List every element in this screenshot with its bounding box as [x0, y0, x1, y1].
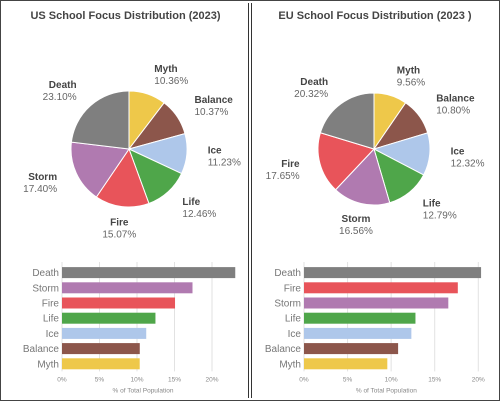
eu-x-tick: 5% — [343, 376, 353, 383]
eu-bar-label-balance: Balance — [265, 344, 302, 355]
us-pie-value-storm: 17.40% — [23, 184, 57, 195]
eu-pie-value-death: 20.32% — [294, 89, 328, 100]
us-pie-label-myth: Myth — [154, 64, 177, 75]
us-bar-label-ice: Ice — [46, 329, 60, 340]
eu-pie-label-balance: Balance — [436, 94, 475, 105]
us-pie-label-fire: Fire — [110, 217, 129, 228]
us-x-tick: 5% — [95, 376, 105, 383]
eu-pie-value-life: 12.79% — [423, 211, 457, 222]
us-x-axis-label: % of Total Population — [113, 387, 174, 394]
eu-pie-value-ice: 12.32% — [451, 158, 485, 169]
us-pie-label-death: Death — [49, 80, 77, 91]
us-bar-label-storm: Storm — [32, 283, 59, 294]
us-bar-fire — [62, 297, 176, 309]
eu-pie-label-myth: Myth — [397, 65, 420, 76]
eu-bar-death — [304, 267, 482, 279]
eu-pie-value-fire: 17.65% — [266, 171, 300, 182]
us-bar-label-fire: Fire — [42, 299, 60, 310]
us-bar-myth — [62, 358, 140, 370]
eu-pie-label-ice: Ice — [451, 146, 465, 157]
eu-pie-slice-fire — [317, 132, 375, 191]
us-bar-life — [62, 312, 156, 324]
us-pie-value-balance: 10.37% — [195, 107, 229, 118]
eu-charts: Myth9.56%Balance10.80%Ice12.32%Life12.79… — [265, 65, 485, 394]
us-bar-balance — [62, 343, 140, 355]
us-x-tick: 10% — [130, 376, 143, 383]
us-panel: US School Focus Distribution (2023) Myth… — [3, 3, 249, 398]
eu-bar-label-death: Death — [274, 268, 301, 279]
us-bar-death — [62, 267, 236, 279]
eu-bar-ice — [304, 327, 412, 339]
us-pie-value-ice: 11.23% — [208, 158, 241, 169]
us-pie-label-balance: Balance — [195, 95, 234, 106]
eu-pie-value-balance: 10.80% — [436, 106, 470, 117]
us-pie-label-life: Life — [182, 197, 200, 208]
eu-pie-value-myth: 9.56% — [397, 77, 425, 88]
eu-bar-label-life: Life — [285, 314, 302, 325]
us-pie-label-storm: Storm — [28, 172, 57, 183]
us-pie-value-death: 23.10% — [43, 92, 77, 103]
us-bar-label-life: Life — [43, 314, 60, 325]
us-bar-label-death: Death — [32, 268, 59, 279]
eu-pie-label-fire: Fire — [281, 159, 300, 170]
us-pie-slice-storm — [70, 141, 130, 198]
eu-pie-label-life: Life — [423, 199, 441, 210]
eu-panel: EU School Focus Distribution (2023 ) Myt… — [251, 3, 498, 398]
us-pie-value-life: 12.46% — [182, 209, 216, 220]
eu-chart-title: EU School Focus Distribution (2023 ) — [278, 10, 472, 22]
eu-bar-label-myth: Myth — [279, 359, 301, 370]
eu-pie-label-death: Death — [300, 77, 328, 88]
eu-bar-life — [304, 312, 416, 324]
us-pie-slice-fire — [95, 147, 150, 208]
us-bar-label-myth: Myth — [37, 359, 59, 370]
eu-x-tick: 0% — [299, 376, 309, 383]
eu-bar-label-storm: Storm — [274, 299, 301, 310]
eu-pie-label-storm: Storm — [342, 214, 371, 225]
eu-bar-label-fire: Fire — [284, 283, 302, 294]
us-x-tick: 15% — [168, 376, 181, 383]
eu-x-axis-label: % of Total Population — [356, 387, 417, 394]
eu-bar-storm — [304, 297, 449, 309]
eu-bar-myth — [304, 358, 388, 370]
us-charts: Myth10.36%Balance10.37%Ice11.23%Life12.4… — [23, 64, 241, 394]
us-chart-title: US School Focus Distribution (2023) — [30, 10, 221, 22]
eu-bar-balance — [304, 343, 399, 355]
us-pie-slice-death — [70, 90, 130, 150]
us-bar-storm — [62, 282, 193, 294]
us-x-tick: 20% — [205, 376, 218, 383]
eu-pie-slice-storm — [334, 148, 391, 206]
us-bar-ice — [62, 327, 147, 339]
us-pie-label-ice: Ice — [208, 146, 222, 157]
us-bar-label-balance: Balance — [23, 344, 60, 355]
eu-x-tick: 10% — [385, 376, 398, 383]
eu-pie-value-storm: 16.56% — [339, 226, 373, 237]
eu-bar-fire — [304, 282, 458, 294]
us-x-tick: 0% — [57, 376, 67, 383]
eu-x-tick: 20% — [472, 376, 485, 383]
eu-pie-slice-death — [319, 92, 375, 150]
eu-bar-label-ice: Ice — [288, 329, 302, 340]
us-pie-value-myth: 10.36% — [154, 76, 188, 87]
eu-x-tick: 15% — [428, 376, 441, 383]
us-pie-value-fire: 15.07% — [102, 229, 136, 240]
